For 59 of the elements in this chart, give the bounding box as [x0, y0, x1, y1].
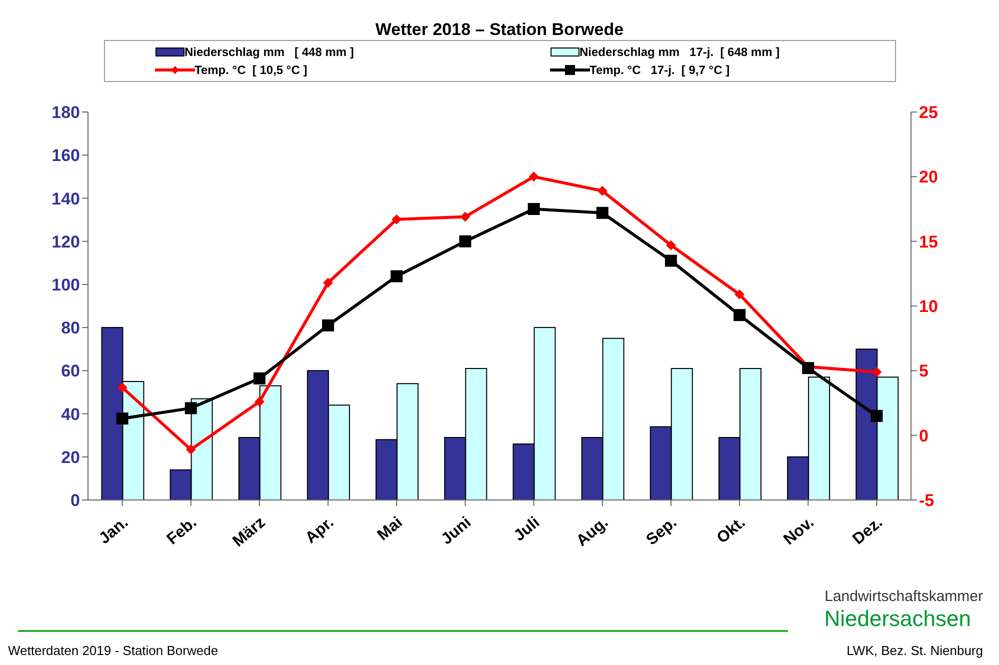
- text: Wetterdaten 2019 - Station Borwede: [8, 643, 218, 658]
- point: [597, 186, 608, 196]
- legend-label: Niederschlag mm [ 448 mm ]: [184, 45, 354, 59]
- y-tick-label: 180: [52, 103, 80, 122]
- y-tick-label: 40: [61, 404, 80, 424]
- text: Landwirtschaftskammer: [824, 588, 983, 605]
- point: [664, 254, 677, 267]
- y-tick-label: 100: [52, 275, 80, 294]
- y2-tick-label: 15: [919, 232, 938, 252]
- y-tick-label: 60: [61, 362, 80, 381]
- y-tick-label: 0: [70, 491, 80, 510]
- point: [870, 410, 883, 422]
- chart-title: Wetter 2018 – Station Borwede: [374, 19, 625, 40]
- point: [666, 240, 676, 250]
- point: [734, 309, 746, 322]
- point: [460, 212, 470, 222]
- x-tick-label: Nov.: [780, 514, 818, 549]
- point: [253, 372, 266, 384]
- point: [322, 319, 334, 332]
- point: [459, 235, 472, 248]
- point: [116, 412, 128, 425]
- x-tick-label: Sep.: [643, 514, 680, 549]
- x-tick-label: Aug.: [573, 514, 612, 550]
- y2-tick-label: 0: [919, 426, 928, 446]
- text: LWK, Bez. St. Nienburg: [846, 643, 983, 658]
- point: [872, 366, 882, 377]
- point: [323, 278, 334, 288]
- x-tick-label: Jan.: [96, 514, 132, 548]
- x-tick-label: Apr.: [302, 514, 338, 548]
- x-tick-label: Juli: [511, 514, 544, 545]
- y2-tick-label: 10: [919, 297, 938, 316]
- legend-label: Temp. °C [ 10,5 °C ]: [194, 63, 308, 77]
- legend-label: Niederschlag mm 17-j. [ 648 mm ]: [580, 45, 780, 59]
- point: [528, 172, 539, 182]
- point: [186, 444, 196, 455]
- y2-tick-label: 5: [919, 362, 928, 381]
- point: [117, 382, 128, 392]
- text: Niedersachsen: [824, 606, 971, 632]
- y2-tick-label: 20: [919, 168, 938, 187]
- y-tick-label: 120: [52, 232, 80, 252]
- y2-tick-label: -5: [919, 491, 934, 510]
- point: [734, 289, 745, 300]
- point: [802, 362, 814, 374]
- y-tick-label: 20: [61, 448, 80, 467]
- point: [528, 203, 540, 215]
- point: [390, 270, 403, 282]
- x-tick-label: Dez.: [850, 514, 886, 548]
- y-tick-label: 160: [52, 146, 80, 166]
- y2-tick-label: 25: [919, 103, 938, 122]
- x-tick-label: Okt.: [714, 514, 749, 548]
- legend-label: Temp. °C 17-j. [ 9,7 °C ]: [590, 63, 730, 77]
- point: [596, 206, 608, 219]
- x-tick-label: Feb.: [164, 514, 200, 548]
- point: [392, 214, 402, 224]
- point: [254, 396, 264, 407]
- point: [184, 402, 197, 414]
- y-tick-label: 140: [52, 189, 80, 208]
- x-tick-label: Mai: [374, 514, 406, 544]
- y-tick-label: 80: [61, 318, 80, 338]
